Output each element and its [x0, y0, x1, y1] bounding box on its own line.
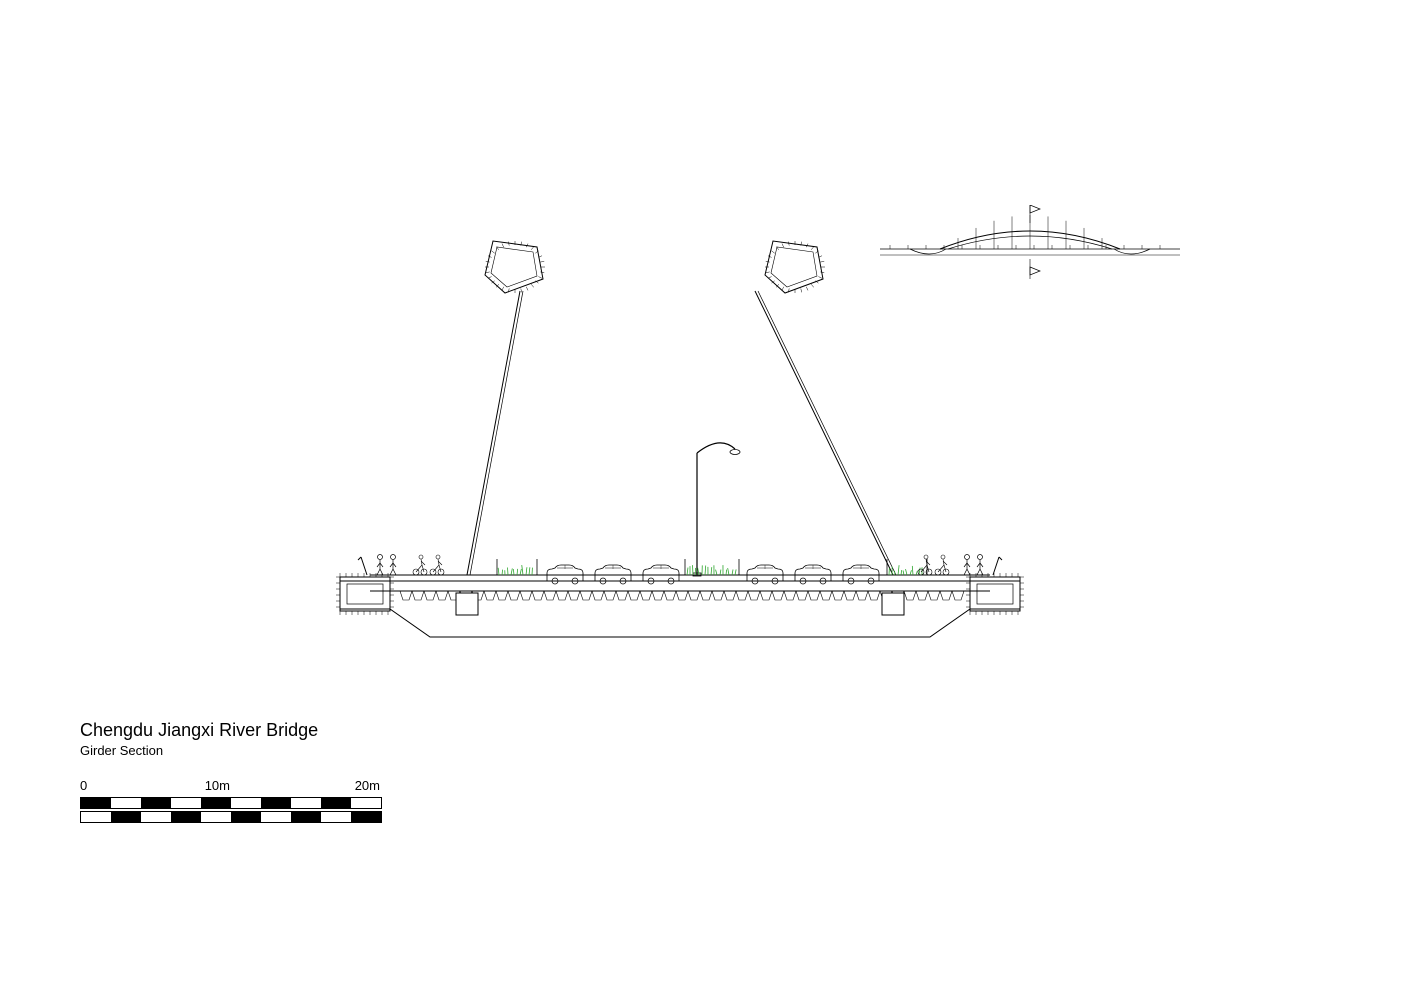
girder-section-drawing	[295, 225, 1065, 655]
drawing-subtitle: Girder Section	[80, 743, 318, 758]
scale-bar-top	[80, 797, 382, 809]
elevation-svg	[880, 205, 1180, 285]
scale-label-2: 20m	[230, 778, 380, 793]
scale-labels: 0 10m 20m	[80, 778, 382, 793]
project-title: Chengdu Jiangxi River Bridge	[80, 720, 318, 741]
scale-bar-bottom	[80, 811, 382, 823]
scale-label-1: 10m	[80, 778, 230, 793]
page-canvas: Chengdu Jiangxi River Bridge Girder Sect…	[0, 0, 1415, 1000]
section-svg	[295, 225, 1065, 655]
title-block: Chengdu Jiangxi River Bridge Girder Sect…	[80, 720, 318, 758]
elevation-key-plan	[880, 205, 1180, 285]
scale-bar: 0 10m 20m	[80, 778, 382, 823]
